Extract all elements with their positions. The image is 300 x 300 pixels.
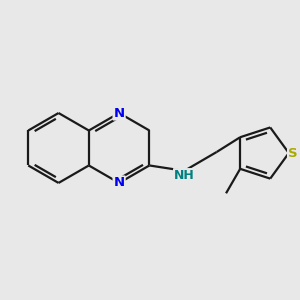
Text: N: N (113, 176, 125, 189)
Text: S: S (288, 146, 298, 160)
Text: NH: NH (174, 169, 195, 182)
Text: N: N (113, 106, 125, 119)
